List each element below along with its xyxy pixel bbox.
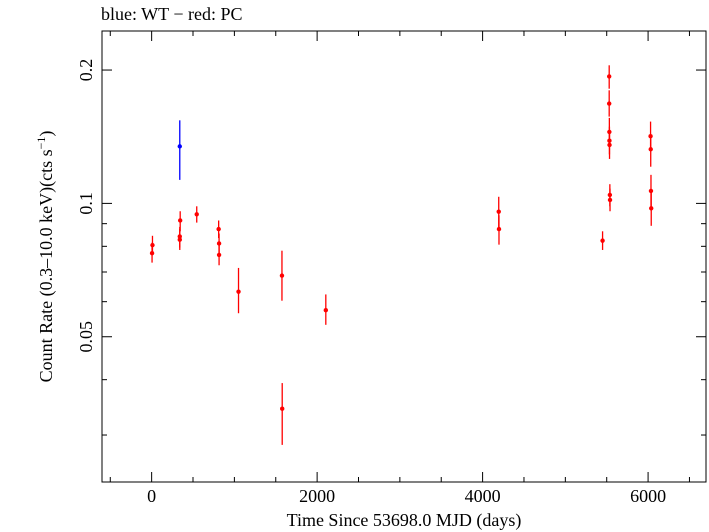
data-point-pc [279,273,285,278]
x-axis-label: Time Since 53698.0 MJD (days) [287,510,522,531]
x-axis-ticks: 0 2000 4000 6000 [109,31,690,506]
x-tick-label: 2000 [299,486,335,506]
x-tick-label: 4000 [465,486,501,506]
data-point-pc [194,212,199,217]
data-point-pc [177,234,182,239]
data-point-pc [496,226,502,232]
data-point-pc [606,74,612,79]
y-axis-label-main: Count Rate (0.3–10.0 keV)(cts s [36,149,57,382]
data-point-pc [323,307,329,313]
data-point-pc [280,406,285,411]
data-point-pc [216,226,221,232]
data-point-pc [649,206,654,211]
y-axis-label-close: ) [36,131,57,137]
data-point-pc [496,209,501,214]
data-point-pc [177,218,183,223]
data-point-pc [216,252,222,258]
y-tick-label: 0.2 [76,59,96,82]
data-point-wt [177,144,182,149]
y-axis-ticks: 0.05 0.1 0.2 [76,59,706,436]
data-points [149,65,654,445]
y-tick-label: 0.1 [76,192,96,215]
data-point-pc [236,289,241,294]
chart-title: blue: WT − red: PC [101,4,243,24]
data-point-pc [648,147,653,152]
data-point-pc [150,242,155,248]
data-point-pc [216,241,222,246]
data-point-pc [648,188,654,194]
x-tick-label: 6000 [630,486,666,506]
y-tick-label: 0.05 [76,321,96,353]
y-axis-label: Count Rate (0.3–10.0 keV)(cts s−1) [34,131,57,383]
plot-frame [101,30,707,483]
data-point-pc [606,101,612,106]
data-point-pc [607,197,613,203]
x-tick-label: 0 [147,486,156,506]
y-axis-label-superscript: −1 [34,137,48,150]
data-point-pc [600,238,605,243]
data-point-pc [607,142,612,148]
